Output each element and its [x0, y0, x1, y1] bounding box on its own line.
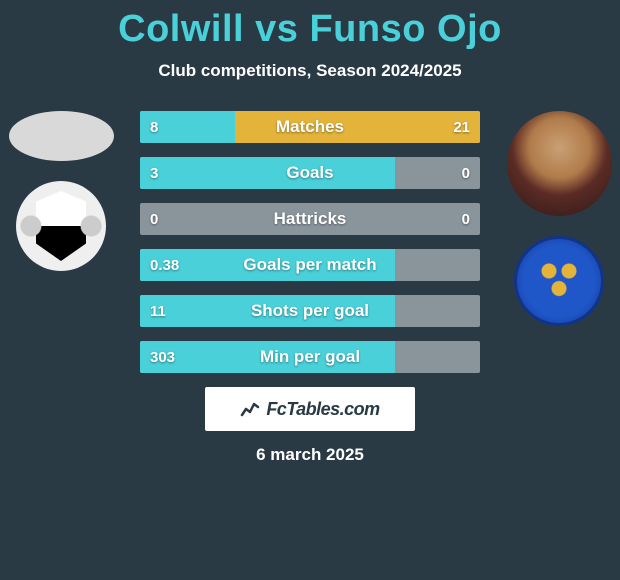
stat-row: 11Shots per goal — [140, 295, 480, 327]
stat-bar-left-fill — [140, 341, 395, 373]
stat-row: 0 0Hattricks — [140, 203, 480, 235]
player-left-column — [6, 111, 116, 271]
player-right-photo — [507, 111, 612, 216]
player-right-club-badge — [514, 236, 604, 326]
player-right-column — [504, 111, 614, 326]
stat-value-right: 0 — [462, 203, 470, 235]
date-text: 6 march 2025 — [0, 445, 620, 465]
stat-bars: 821Matches30Goals00Hattricks0.38Goals pe… — [140, 111, 480, 373]
comparison-content: 821Matches30Goals00Hattricks0.38Goals pe… — [0, 111, 620, 373]
stat-value-left: 8 — [150, 111, 158, 143]
branding-logo-icon — [240, 399, 260, 419]
player-left-club-badge — [16, 181, 106, 271]
stat-row: 303Min per goal — [140, 341, 480, 373]
stat-value-left: 0 — [150, 203, 158, 235]
branding-text: FcTables.com — [266, 399, 379, 420]
stat-row: 0.38Goals per match — [140, 249, 480, 281]
player-left-photo-placeholder — [9, 111, 114, 161]
branding-badge: FcTables.com — [205, 387, 415, 431]
stat-value-left: 3 — [150, 157, 158, 189]
stat-value-right: 21 — [453, 111, 470, 143]
stat-bar-left-fill — [140, 157, 395, 189]
stat-bar-right-fill — [235, 111, 480, 143]
stat-value-left: 303 — [150, 341, 175, 373]
stat-label: Hattricks — [140, 203, 480, 235]
stat-value-right: 0 — [462, 157, 470, 189]
stat-row: 30Goals — [140, 157, 480, 189]
page-title: Colwill vs Funso Ojo — [0, 0, 620, 51]
stat-bar-left-fill — [140, 295, 395, 327]
subtitle: Club competitions, Season 2024/2025 — [0, 61, 620, 81]
stat-value-left: 11 — [150, 295, 166, 327]
stat-row: 821Matches — [140, 111, 480, 143]
stat-value-left: 0.38 — [150, 249, 179, 281]
